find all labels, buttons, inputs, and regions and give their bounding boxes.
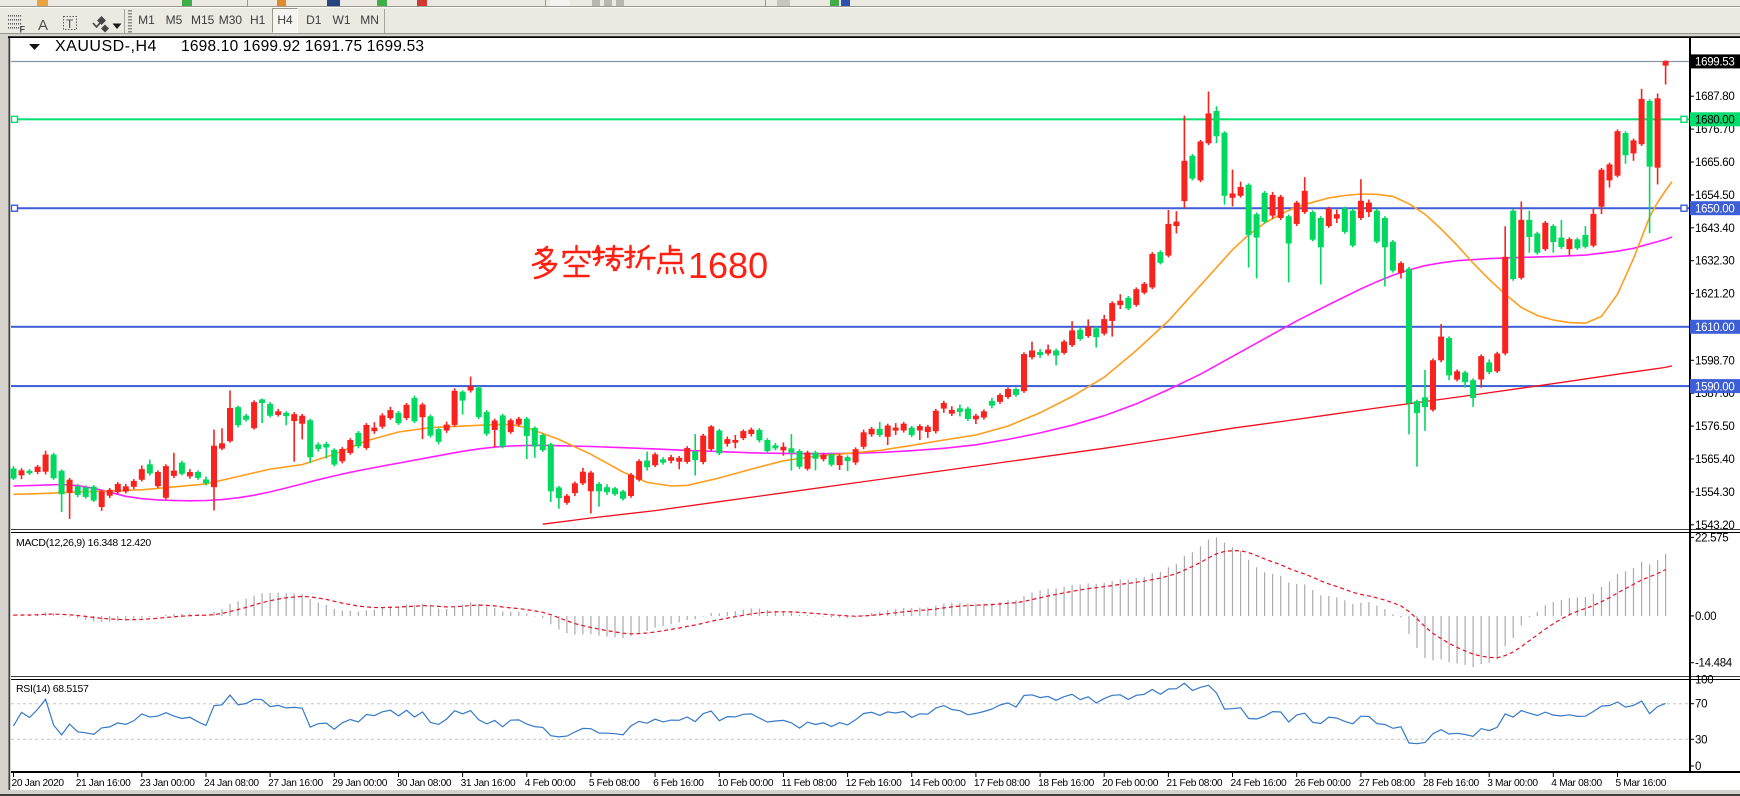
svg-text:-14.484: -14.484 [1695,658,1733,670]
svg-text:1654.50: 1654.50 [1695,190,1734,202]
svg-text:5 Mar 16:00: 5 Mar 16:00 [1616,778,1667,789]
svg-text:1632.30: 1632.30 [1695,256,1734,268]
svg-text:T: T [66,17,74,31]
svg-text:11 Feb 08:00: 11 Feb 08:00 [781,778,837,789]
svg-text:30: 30 [1695,734,1707,746]
svg-text:XAUUSD-,H4: XAUUSD-,H4 [55,38,157,55]
svg-text:27 Jan 16:00: 27 Jan 16:00 [268,778,323,789]
svg-text:21 Jan 16:00: 21 Jan 16:00 [76,778,131,789]
svg-text:1565.40: 1565.40 [1695,454,1734,466]
svg-text:MACD(12,26,9) 16.348 12.420: MACD(12,26,9) 16.348 12.420 [16,537,151,549]
svg-text:1698.10 1699.92 1691.75 1699.5: 1698.10 1699.92 1691.75 1699.53 [181,38,424,55]
svg-text:10 Feb 00:00: 10 Feb 00:00 [717,778,774,789]
svg-text:6 Feb 16:00: 6 Feb 16:00 [653,778,704,789]
svg-text:1650.00: 1650.00 [1695,203,1734,215]
svg-text:24 Jan 08:00: 24 Jan 08:00 [204,778,259,789]
svg-text:1621.20: 1621.20 [1695,289,1734,301]
svg-text:18 Feb 16:00: 18 Feb 16:00 [1038,778,1095,789]
svg-text:1576.50: 1576.50 [1695,421,1734,433]
svg-text:1699.53: 1699.53 [1695,57,1734,69]
svg-text:F: F [20,25,26,35]
svg-text:26 Feb 00:00: 26 Feb 00:00 [1295,778,1352,789]
svg-text:12 Feb 16:00: 12 Feb 16:00 [846,778,903,789]
svg-text:1543.20: 1543.20 [1695,520,1734,532]
svg-text:1554.30: 1554.30 [1695,487,1734,499]
svg-text:1680: 1680 [688,245,768,286]
svg-text:30 Jan 08:00: 30 Jan 08:00 [397,778,452,789]
svg-text:20 Jan 2020: 20 Jan 2020 [12,778,65,789]
svg-text:4 Feb 00:00: 4 Feb 00:00 [525,778,576,789]
svg-text:23 Jan 00:00: 23 Jan 00:00 [140,778,195,789]
svg-text:14 Feb 00:00: 14 Feb 00:00 [910,778,967,789]
svg-text:22.575: 22.575 [1695,532,1728,544]
svg-text:1643.40: 1643.40 [1695,223,1734,235]
svg-text:70: 70 [1695,699,1707,711]
svg-text:0.00: 0.00 [1695,611,1716,623]
svg-text:A: A [38,17,48,34]
svg-text:3 Mar 00:00: 3 Mar 00:00 [1487,778,1538,789]
svg-text:100: 100 [1695,675,1713,687]
svg-text:1680.00: 1680.00 [1695,115,1734,127]
svg-text:1687.80: 1687.80 [1695,91,1734,103]
svg-text:0: 0 [1695,761,1701,773]
svg-text:21 Feb 08:00: 21 Feb 08:00 [1166,778,1223,789]
svg-text:1676.70: 1676.70 [1695,124,1734,136]
svg-text:17 Feb 08:00: 17 Feb 08:00 [974,778,1031,789]
svg-text:20 Feb 00:00: 20 Feb 00:00 [1102,778,1159,789]
svg-text:24 Feb 16:00: 24 Feb 16:00 [1231,778,1288,789]
svg-text:1590.00: 1590.00 [1695,381,1734,393]
svg-text:RSI(14) 68.5157: RSI(14) 68.5157 [16,683,89,695]
svg-text:28 Feb 16:00: 28 Feb 16:00 [1423,778,1480,789]
svg-text:29 Jan 00:00: 29 Jan 00:00 [332,778,387,789]
svg-text:31 Jan 16:00: 31 Jan 16:00 [461,778,516,789]
svg-text:1598.70: 1598.70 [1695,355,1734,367]
svg-text:4 Mar 08:00: 4 Mar 08:00 [1551,778,1602,789]
svg-text:5 Feb 08:00: 5 Feb 08:00 [589,778,640,789]
svg-text:1665.60: 1665.60 [1695,157,1734,169]
svg-text:27 Feb 08:00: 27 Feb 08:00 [1359,778,1416,789]
svg-text:1610.00: 1610.00 [1695,322,1734,334]
